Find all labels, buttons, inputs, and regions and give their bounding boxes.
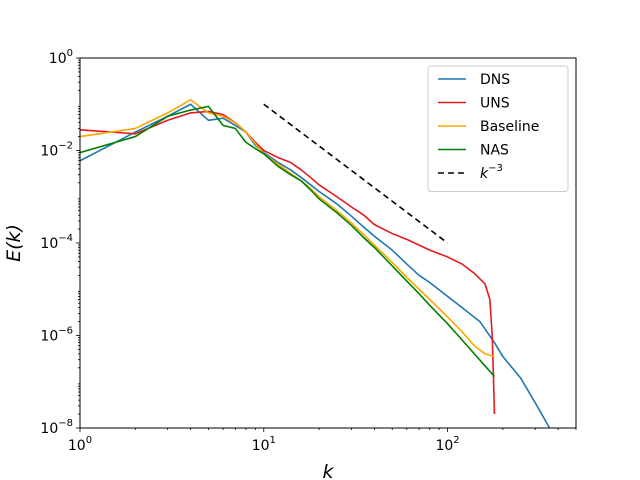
x-tick-label: 101 <box>252 435 276 454</box>
legend-box <box>427 65 569 192</box>
x-tick-label: 100 <box>68 435 92 454</box>
series-layer <box>80 98 551 428</box>
legend-label: NAS <box>480 143 509 159</box>
x-tick-label: 102 <box>435 435 459 454</box>
series-line-nas <box>80 105 496 378</box>
y-tick-label: 10−8 <box>40 418 73 437</box>
x-axis-label: k <box>322 461 334 480</box>
y-axis: 10−8 10−6 10−4 10−2 100 <box>40 48 80 437</box>
legend-label: k−3 <box>480 163 503 182</box>
y-tick-label: 100 <box>49 48 73 67</box>
y-tick-label: 10−4 <box>40 233 73 252</box>
legend-label: Baseline <box>480 119 539 135</box>
x-axis: 100 101 102 <box>68 428 577 454</box>
y-tick-label: 10−6 <box>40 326 73 345</box>
y-axis-label: E(k) <box>3 224 25 262</box>
legend: DNS UNS Baseline NAS k−3 <box>427 65 569 192</box>
y-tick-label: 10−2 <box>40 141 73 160</box>
series-line-uns <box>80 110 496 415</box>
series-line-k-3 <box>263 103 449 244</box>
legend-label: UNS <box>480 96 510 112</box>
legend-label: DNS <box>480 72 510 88</box>
